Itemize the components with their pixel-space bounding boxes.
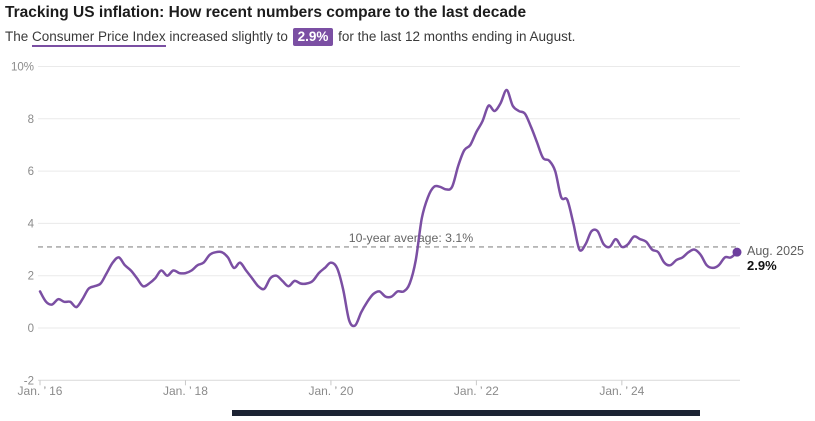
subtitle-prefix: The: [5, 29, 33, 44]
subtitle-mid: increased slightly to: [165, 29, 292, 44]
cpi-value-badge: 2.9%: [292, 28, 334, 46]
latest-point-dot: [732, 247, 742, 257]
y-axis-label-0: 0: [28, 323, 34, 335]
subtitle-suffix: for the last 12 months ending in August.: [334, 29, 576, 44]
inflation-line-chart: 10% 8 6 4 2 0 -2 Jan. ’ 16 Jan. ’ 18 Jan. ’ 20 Jan…: [0, 56, 815, 416]
bottom-partial-bar: [232, 410, 700, 416]
x-axis-label-2: Jan. ’ 20: [308, 384, 353, 398]
chart-header: Tracking US inflation: How recent number…: [5, 3, 805, 47]
average-label: 10-year average: 3.1%: [349, 231, 473, 245]
cpi-link[interactable]: Consumer Price Index: [32, 29, 166, 47]
page-title: Tracking US inflation: How recent number…: [5, 4, 527, 21]
x-axis-label-1: Jan. ’ 18: [163, 384, 208, 398]
y-axis-label-6: 6: [28, 166, 34, 178]
y-axis-label-8: 8: [28, 114, 34, 126]
y-axis-label-4: 4: [28, 218, 35, 230]
end-date-label: Aug. 2025: [747, 244, 804, 258]
chart-subtitle: The Consumer Price Index increased sligh…: [5, 28, 805, 47]
y-axis-label-2: 2: [28, 271, 34, 283]
end-value-label: 2.9%: [747, 258, 777, 273]
y-axis-label--2: -2: [24, 375, 34, 387]
y-axis-label-10: 10%: [11, 62, 34, 74]
cpi-series-line: [38, 88, 739, 328]
x-axis-label-4: Jan. ’ 24: [599, 384, 644, 398]
x-axis-label-3: Jan. ’ 22: [454, 384, 499, 398]
x-axis-label-0: Jan. ’ 16: [18, 384, 63, 398]
